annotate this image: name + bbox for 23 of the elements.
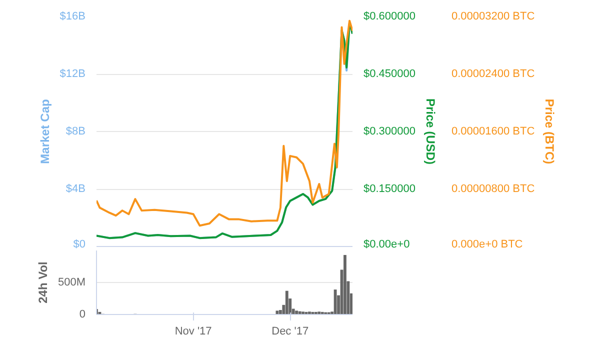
y2-tick-label: $0.450000 (364, 68, 416, 80)
y3-tick-label: 0.000e+0 BTC (452, 238, 523, 250)
y-axis-title: 24h Vol (36, 262, 50, 304)
y-axis-title: Market Cap (38, 99, 52, 164)
y-tick-label: $4B (66, 183, 86, 195)
y3-tick-label: 0.00003200 BTC (452, 10, 535, 22)
y-tick-label: 500M (58, 276, 86, 288)
y-tick-label: 0 (79, 308, 86, 320)
y-tick-label: $0 (73, 238, 86, 250)
y2-tick-label: $0.00e+0 (364, 238, 410, 250)
x-tick-label: Nov '17 (174, 326, 212, 338)
y2-tick-label: $0.150000 (364, 183, 416, 195)
y-tick-label: $8B (66, 126, 86, 138)
y3-tick-label: 0.00001600 BTC (452, 126, 535, 138)
y2-tick-label: $0.600000 (364, 10, 416, 22)
y-tick-label: $12B (60, 68, 86, 80)
y2-tick-label: $0.300000 (364, 126, 416, 138)
y2-axis-title: Price (USD) (424, 98, 438, 165)
x-tick-label: Dec '17 (272, 326, 309, 338)
y3-axis-title: Price (BTC) (542, 98, 557, 164)
y3-tick-label: 0.00000800 BTC (452, 183, 535, 195)
y-tick-label: $16B (60, 10, 86, 22)
y3-tick-label: 0.00002400 BTC (452, 68, 535, 80)
